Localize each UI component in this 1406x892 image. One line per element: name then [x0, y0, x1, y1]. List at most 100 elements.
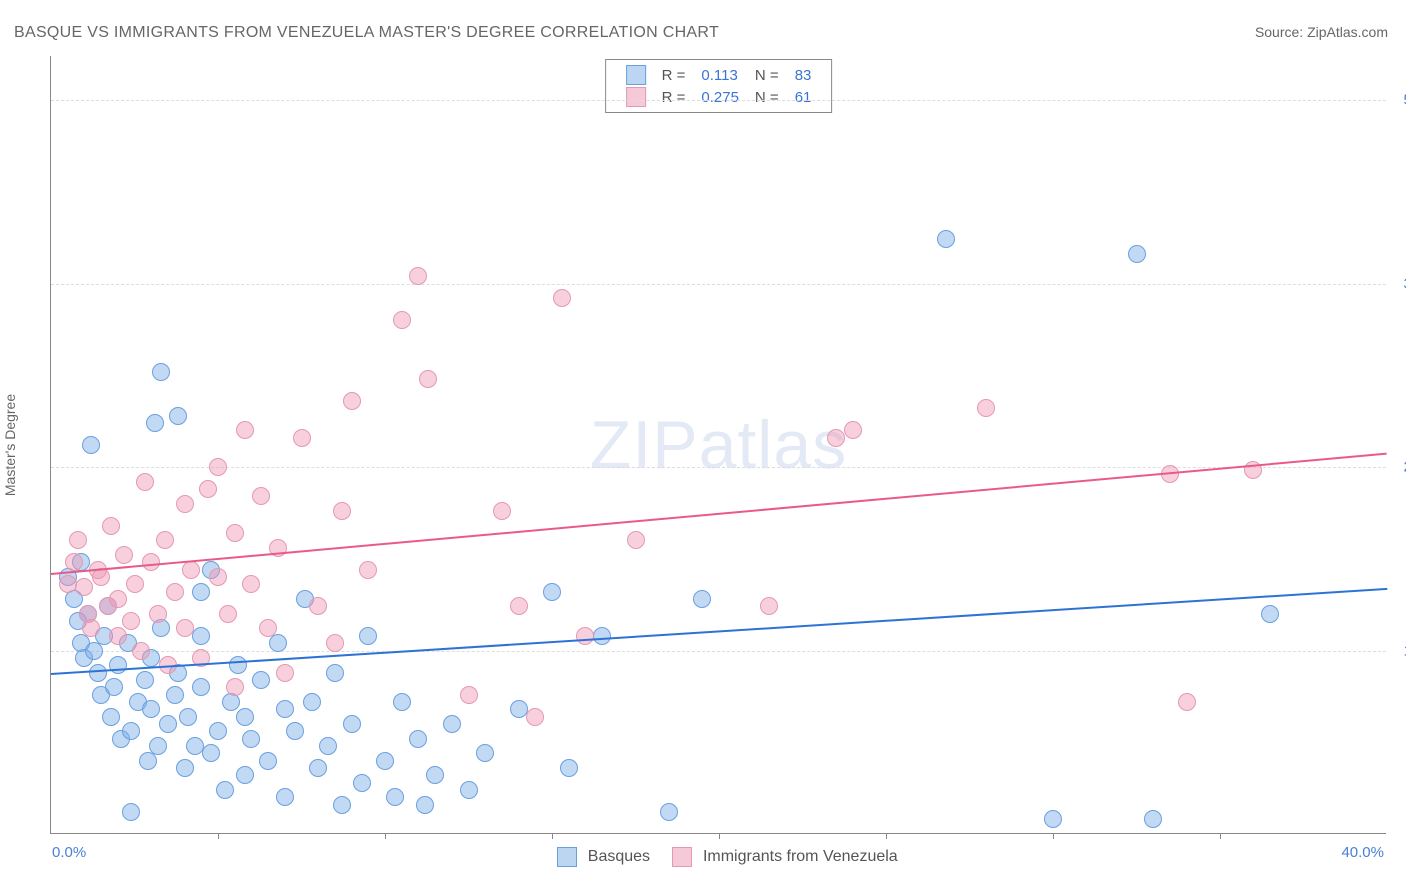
- data-point-venezuela: [166, 583, 184, 601]
- data-point-basques: [309, 759, 327, 777]
- data-point-basques: [209, 722, 227, 740]
- data-point-venezuela: [59, 575, 77, 593]
- legend-row-venezuela: R = 0.275 N = 61: [618, 86, 820, 108]
- data-point-venezuela: [553, 289, 571, 307]
- data-point-venezuela: [252, 487, 270, 505]
- data-point-venezuela: [219, 605, 237, 623]
- data-point-basques: [149, 737, 167, 755]
- y-gridline: [51, 100, 1386, 101]
- x-tick: [552, 833, 553, 839]
- x-axis-min-label: 0.0%: [52, 844, 86, 861]
- series-legend: Basques Immigrants from Venezuela: [51, 847, 1386, 867]
- data-point-basques: [186, 737, 204, 755]
- data-point-venezuela: [627, 531, 645, 549]
- n-value-venezuela: 61: [787, 86, 820, 108]
- r-value-basques: 0.113: [693, 64, 747, 86]
- data-point-basques: [136, 671, 154, 689]
- y-tick-label: 50.0%: [1391, 92, 1406, 109]
- data-point-venezuela: [276, 664, 294, 682]
- data-point-venezuela: [760, 597, 778, 615]
- data-point-venezuela: [209, 568, 227, 586]
- y-tick-label: 25.0%: [1391, 459, 1406, 476]
- x-tick: [218, 833, 219, 839]
- data-point-basques: [122, 803, 140, 821]
- x-tick: [385, 833, 386, 839]
- r-value-venezuela: 0.275: [693, 86, 747, 108]
- swatch-venezuela: [626, 87, 646, 107]
- data-point-venezuela: [109, 627, 127, 645]
- data-point-venezuela: [844, 421, 862, 439]
- chart-container: BASQUE VS IMMIGRANTS FROM VENEZUELA MAST…: [0, 0, 1406, 892]
- data-point-venezuela: [226, 524, 244, 542]
- data-point-venezuela: [115, 546, 133, 564]
- data-point-basques: [359, 627, 377, 645]
- data-point-basques: [176, 759, 194, 777]
- trend-line-basques: [51, 587, 1387, 674]
- data-point-basques: [416, 796, 434, 814]
- data-point-venezuela: [393, 311, 411, 329]
- data-point-basques: [543, 583, 561, 601]
- data-point-venezuela: [102, 517, 120, 535]
- data-point-basques: [102, 708, 120, 726]
- data-point-venezuela: [409, 267, 427, 285]
- data-point-venezuela: [293, 429, 311, 447]
- data-point-basques: [202, 744, 220, 762]
- data-point-venezuela: [122, 612, 140, 630]
- swatch-venezuela: [672, 847, 692, 867]
- data-point-basques: [560, 759, 578, 777]
- r-label: R =: [654, 64, 694, 86]
- data-point-basques: [1044, 810, 1062, 828]
- data-point-basques: [460, 781, 478, 799]
- data-point-basques: [152, 363, 170, 381]
- data-point-venezuela: [82, 619, 100, 637]
- data-point-venezuela: [326, 634, 344, 652]
- r-label: R =: [654, 86, 694, 108]
- data-point-basques: [146, 414, 164, 432]
- data-point-basques: [89, 664, 107, 682]
- data-point-venezuela: [493, 502, 511, 520]
- data-point-basques: [426, 766, 444, 784]
- data-point-venezuela: [69, 531, 87, 549]
- data-point-venezuela: [1178, 693, 1196, 711]
- data-point-basques: [276, 788, 294, 806]
- x-tick: [886, 833, 887, 839]
- data-point-venezuela: [176, 495, 194, 513]
- data-point-basques: [122, 722, 140, 740]
- data-point-basques: [443, 715, 461, 733]
- data-point-basques: [216, 781, 234, 799]
- data-point-venezuela: [136, 473, 154, 491]
- y-gridline: [51, 467, 1386, 468]
- y-gridline: [51, 284, 1386, 285]
- data-point-basques: [109, 656, 127, 674]
- data-point-basques: [276, 700, 294, 718]
- data-point-venezuela: [199, 480, 217, 498]
- data-point-venezuela: [526, 708, 544, 726]
- data-point-basques: [269, 634, 287, 652]
- data-point-basques: [192, 678, 210, 696]
- data-point-venezuela: [827, 429, 845, 447]
- watermark-bold: ZIP: [590, 407, 699, 483]
- data-point-basques: [319, 737, 337, 755]
- x-axis-max-label: 40.0%: [1341, 844, 1384, 861]
- data-point-basques: [660, 803, 678, 821]
- data-point-venezuela: [576, 627, 594, 645]
- data-point-basques: [166, 686, 184, 704]
- legend-label-venezuela: Immigrants from Venezuela: [703, 848, 898, 865]
- legend-label-basques: Basques: [588, 848, 650, 865]
- source-attribution: Source: ZipAtlas.com: [1255, 24, 1388, 40]
- data-point-basques: [303, 693, 321, 711]
- data-point-venezuela: [419, 370, 437, 388]
- y-tick-label: 12.5%: [1391, 642, 1406, 659]
- x-tick: [1053, 833, 1054, 839]
- watermark-rest: atlas: [699, 407, 848, 483]
- data-point-basques: [192, 627, 210, 645]
- data-point-venezuela: [226, 678, 244, 696]
- data-point-venezuela: [359, 561, 377, 579]
- swatch-basques: [557, 847, 577, 867]
- data-point-venezuela: [259, 619, 277, 637]
- data-point-venezuela: [65, 553, 83, 571]
- data-point-basques: [1144, 810, 1162, 828]
- y-gridline: [51, 651, 1386, 652]
- data-point-venezuela: [460, 686, 478, 704]
- data-point-basques: [236, 766, 254, 784]
